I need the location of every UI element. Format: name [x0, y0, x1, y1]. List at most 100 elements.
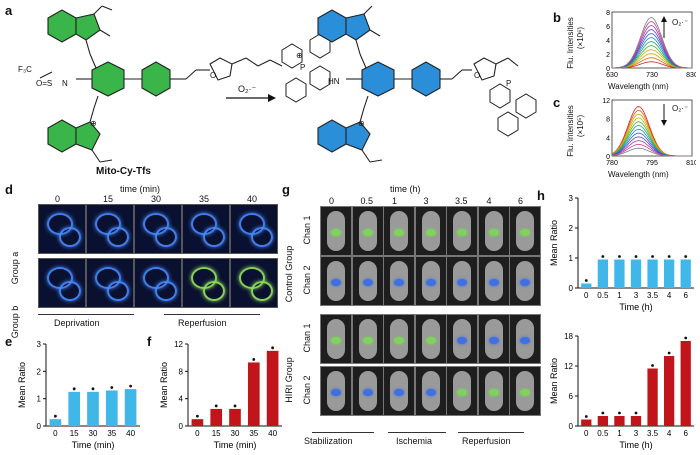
panel-label-g: g	[282, 182, 290, 197]
mouse-image	[320, 314, 352, 364]
bar-i-bar	[614, 416, 625, 426]
bar-h-xtick: 3	[634, 291, 639, 300]
cell-image	[182, 258, 230, 308]
bar-h-bar	[664, 259, 675, 288]
bar-i-xtick: 0.5	[597, 429, 609, 438]
mouse-image	[320, 366, 352, 416]
cells-time-header: time (min)	[120, 184, 160, 194]
bar-h-ytick: 3	[569, 194, 574, 203]
spec-c-frame	[611, 99, 693, 157]
mice-time-4: 3.5	[455, 196, 468, 206]
spec-c-curve	[611, 147, 692, 157]
bar-h-ylabel: Mean Ratio	[549, 220, 559, 266]
cell-image	[134, 204, 182, 254]
control-group-label: Control Group	[284, 245, 294, 303]
bar-i-ytick: 18	[564, 332, 573, 341]
bar-e-bar	[87, 391, 99, 426]
mouse-image	[477, 366, 510, 416]
cells-phase-reperfusion: Reperfusion	[178, 318, 227, 328]
panel-label-b: b	[553, 10, 561, 25]
bar-i-bar	[581, 419, 592, 426]
bar-h-point	[667, 255, 671, 258]
reperfusion-phase-bracket	[458, 432, 524, 433]
bar-e-point	[129, 384, 132, 388]
bar-i-xtick: 3.5	[647, 429, 659, 438]
cell-image	[230, 204, 278, 254]
reperfusion-bracket	[164, 314, 260, 315]
bar-e-ytick: 3	[37, 340, 42, 349]
spectrum-c-ylabel: Flu. Intensities	[566, 105, 575, 157]
bar-f-point	[233, 404, 237, 408]
panel-label-f: f	[147, 334, 152, 349]
bar-f-ytick: 0	[179, 422, 184, 431]
cells-time-0: 0	[55, 194, 61, 204]
bar-h-xtick: 0.5	[597, 291, 609, 300]
mouse-image	[414, 206, 447, 256]
probe-bottom-indole	[47, 95, 113, 163]
mouse-image	[414, 314, 447, 364]
mice-phase-ischemia: Ischemia	[396, 436, 433, 446]
bar-f-bar	[247, 362, 260, 426]
cells-time-3: 35	[199, 194, 210, 204]
product-p-label: P	[506, 79, 511, 88]
cells-phase-deprivation: Deprivation	[54, 318, 100, 328]
product-phosphonium	[489, 83, 537, 137]
spectrum-c-xlabel: Wavelength (nm)	[608, 170, 669, 179]
bar-chart-i: 0 6 12 18 0 0.5 1 3 3.5 4 6 Time (h) Mean Ratio	[549, 332, 694, 450]
bar-h-point	[684, 255, 688, 258]
spectrum-c: 0 4 8 12 780 795 810	[602, 98, 696, 167]
stabilization-bracket	[312, 432, 374, 433]
bar-e-bar	[105, 390, 118, 426]
spec-b-ytick: 2	[606, 52, 610, 59]
bar-i-point	[634, 411, 638, 415]
mice-channel-label: Chan 1	[302, 323, 312, 353]
product-core-ring	[346, 57, 519, 97]
spec-b-arrow-head	[661, 16, 667, 22]
bar-h-xtick: 1	[617, 291, 622, 300]
cell-image	[230, 258, 278, 308]
cell-image	[182, 204, 230, 254]
spec-c-ytick: 4	[606, 135, 610, 142]
bar-f-bar	[229, 408, 241, 426]
bar-f-ytick: 12	[174, 340, 183, 349]
bar-f-bar	[266, 350, 279, 426]
spec-b-ytick: 8	[606, 10, 610, 17]
bar-f-ytick: 4	[179, 395, 184, 404]
panel-label-a: a	[5, 3, 13, 18]
bar-h-bar	[614, 259, 625, 288]
bar-h-point	[634, 255, 638, 258]
panel-label-e: e	[5, 334, 13, 349]
spectrum-b-xlabel: Wavelength (nm)	[608, 82, 669, 91]
ischemia-bracket	[388, 432, 446, 433]
cell-image	[38, 258, 86, 308]
bar-e-ytick: 1	[37, 395, 42, 404]
reaction-arrow-head	[268, 94, 276, 102]
spectrum-b-ylabel: Flu. Intensities	[566, 17, 575, 69]
bar-f-xtick: 30	[231, 429, 240, 438]
product-bottom-indole	[317, 95, 383, 163]
mouse-image	[351, 206, 384, 256]
cell-image	[134, 258, 182, 308]
hn-label: HN	[328, 77, 340, 86]
bar-e-xtick: 40	[126, 429, 135, 438]
bar-i-ytick: 6	[569, 392, 574, 401]
spec-b-curve	[612, 49, 692, 69]
cell-image	[86, 204, 134, 254]
bar-h-xtick: 0	[584, 291, 589, 300]
bar-i-xtick: 4	[667, 429, 672, 438]
bar-e-ytick: 2	[37, 367, 42, 376]
panel-label-d: d	[5, 182, 13, 197]
spec-b-ytick: 6	[606, 24, 610, 31]
mouse-image	[383, 256, 415, 306]
bar-e-point	[110, 386, 114, 389]
deprivation-bracket	[38, 314, 134, 315]
bar-i-ytick: 0	[569, 422, 574, 431]
bar-h-bar	[680, 259, 691, 288]
spec-b-curve	[611, 33, 692, 69]
spec-b-curve	[611, 29, 692, 69]
tfs-label: F₃C	[18, 65, 32, 74]
mice-channel-label: Chan 2	[302, 265, 312, 295]
bar-h-xtick: 6	[683, 291, 688, 300]
cells-time-1: 15	[103, 194, 114, 204]
bar-f-xtick: 0	[195, 429, 200, 438]
